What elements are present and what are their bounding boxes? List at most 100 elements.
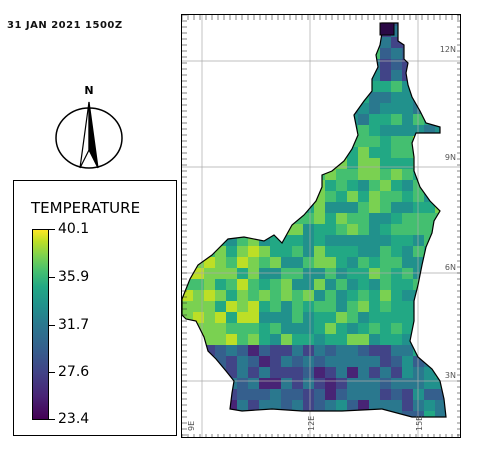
temperature-cell	[292, 422, 304, 434]
temperature-cell	[446, 279, 458, 291]
temperature-cell	[292, 356, 304, 368]
temperature-cell	[413, 378, 425, 390]
temperature-cell	[215, 70, 227, 82]
temperature-cell	[336, 367, 348, 379]
temperature-cell	[281, 334, 293, 346]
temperature-cell	[215, 180, 227, 192]
temperature-cell	[391, 37, 403, 49]
temperature-cell	[237, 37, 249, 49]
temperature-cell	[182, 290, 194, 302]
temperature-cell	[325, 334, 337, 346]
temperature-cell	[292, 37, 304, 49]
temperature-cell	[248, 279, 260, 291]
temperature-cell	[325, 345, 337, 357]
temperature-cell	[391, 191, 403, 203]
temperature-cell	[237, 235, 249, 247]
temperature-cell	[193, 147, 205, 159]
temperature-cell	[314, 301, 326, 313]
temperature-cell	[424, 356, 436, 368]
temperature-cell	[259, 125, 271, 137]
temperature-cell	[402, 169, 414, 181]
temperature-cell	[281, 279, 293, 291]
temperature-cell	[402, 301, 414, 313]
temperature-cell	[193, 92, 205, 104]
temperature-cell	[358, 301, 370, 313]
temperature-cell	[424, 180, 436, 192]
temperature-cell	[204, 246, 216, 258]
temperature-cell	[402, 158, 414, 170]
temperature-cell	[215, 411, 227, 417]
temperature-cell	[413, 301, 425, 313]
temperature-cell	[457, 334, 461, 346]
temperature-cell	[413, 400, 425, 412]
temperature-cell	[347, 92, 359, 104]
temperature-cell	[391, 367, 403, 379]
temperature-cell	[402, 389, 414, 401]
temperature-cell	[325, 103, 337, 115]
temperature-cell	[248, 411, 260, 417]
temperature-cell	[182, 136, 194, 148]
temperature-cell	[226, 26, 238, 38]
temperature-cell	[380, 268, 392, 280]
temperature-cell	[193, 345, 205, 357]
temperature-cell	[358, 125, 370, 137]
temperature-cell	[325, 433, 337, 438]
temperature-cell	[347, 114, 359, 126]
temperature-cell	[380, 257, 392, 269]
temperature-cell	[424, 334, 436, 346]
temperature-cell	[380, 180, 392, 192]
temperature-cell	[402, 136, 414, 148]
temperature-cell	[270, 224, 282, 236]
temperature-cell	[369, 114, 381, 126]
temperature-cell	[270, 279, 282, 291]
temperature-cell	[347, 180, 359, 192]
temperature-cell	[314, 213, 326, 225]
temperature-cell	[435, 312, 446, 324]
temperature-cell	[369, 125, 381, 137]
temperature-cell	[336, 235, 348, 247]
temperature-cell	[270, 345, 282, 357]
temperature-cell	[226, 81, 238, 93]
temperature-cell	[336, 37, 348, 49]
temperature-cell	[336, 114, 348, 126]
temperature-cell	[204, 224, 216, 236]
temperature-cell	[248, 301, 260, 313]
temperature-cell	[215, 81, 227, 93]
temperature-cell	[358, 70, 370, 82]
temperature-cell	[413, 367, 425, 379]
temperature-cell	[314, 180, 326, 192]
temperature-cell	[380, 235, 392, 247]
temperature-cell	[369, 257, 381, 269]
temperature-cell	[369, 169, 381, 181]
temperature-cell	[336, 246, 348, 258]
temperature-cell	[193, 433, 205, 438]
temperature-cell	[369, 224, 381, 236]
colorbar-tick-label: 23.4	[58, 411, 90, 427]
temperature-cell	[446, 422, 458, 434]
temperature-cell	[303, 92, 315, 104]
temperature-cell	[336, 26, 348, 38]
temperature-cell	[347, 147, 359, 159]
temperature-cell	[358, 37, 370, 49]
temperature-cell	[215, 301, 227, 313]
temperature-cell	[281, 301, 293, 313]
temperature-cell	[303, 312, 315, 324]
temperature-cell	[259, 378, 271, 390]
temperature-cell	[248, 202, 260, 214]
temperature-cell	[292, 367, 304, 379]
temperature-cell	[446, 301, 458, 313]
temperature-cell	[413, 147, 425, 159]
temperature-cell	[402, 422, 414, 434]
temperature-cell	[204, 279, 216, 291]
temperature-cell	[270, 202, 282, 214]
temperature-cell	[446, 312, 458, 324]
temperature-cell	[193, 213, 205, 225]
temperature-cell	[391, 279, 403, 291]
temperature-cell	[259, 422, 271, 434]
temperature-cell	[204, 345, 216, 357]
temperature-cell	[226, 323, 238, 335]
temperature-cell	[314, 147, 326, 159]
temperature-cell	[325, 147, 337, 159]
temperature-cell	[281, 213, 293, 225]
temperature-cell	[325, 356, 337, 368]
